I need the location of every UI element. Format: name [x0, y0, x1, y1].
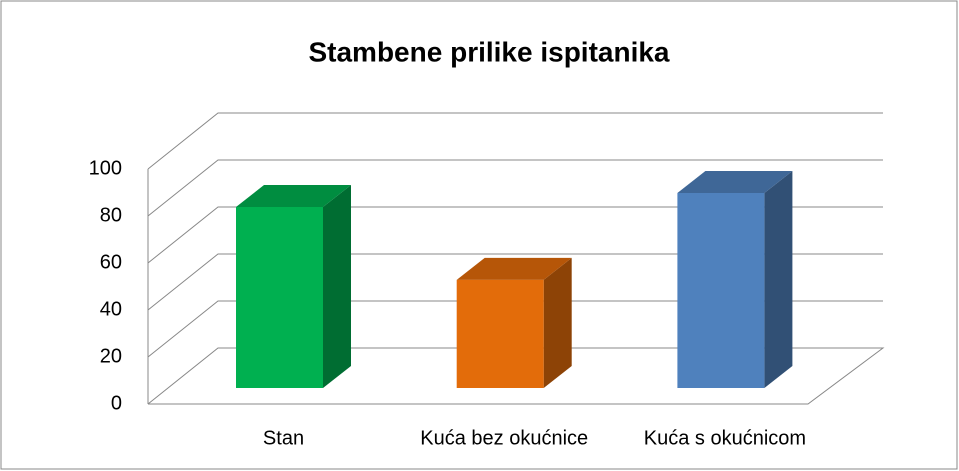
y-tick-label: 20 [100, 345, 122, 367]
bar-side [543, 257, 572, 388]
y-tick-label: 60 [100, 251, 122, 273]
bar-top [236, 185, 351, 208]
grid-line [147, 300, 883, 358]
x-tick-label: Kuća s okućnicom [644, 427, 806, 449]
y-tick-label: 100 [89, 157, 122, 179]
bar-front [456, 279, 544, 388]
bar [236, 185, 351, 388]
x-tick-label: Kuća bez okućnice [420, 427, 588, 449]
x-tick-label: Stan [263, 427, 304, 449]
grid-line [147, 206, 883, 264]
bar-front [236, 207, 323, 388]
bar [456, 257, 572, 388]
grid-line [147, 112, 883, 170]
bar-side [323, 185, 351, 388]
chart-title: Stambene prilike ispitanika [308, 36, 669, 67]
y-tick-label: 40 [100, 298, 122, 320]
bar [677, 170, 793, 388]
bar-side [764, 170, 793, 388]
bar-top [456, 257, 572, 280]
bar-top [677, 170, 793, 193]
grid-line [147, 253, 883, 311]
grid-line [147, 159, 883, 217]
bar-front [677, 192, 765, 388]
grid-line [147, 347, 883, 405]
y-tick-label: 80 [100, 204, 122, 226]
y-tick-label: 0 [111, 392, 122, 414]
